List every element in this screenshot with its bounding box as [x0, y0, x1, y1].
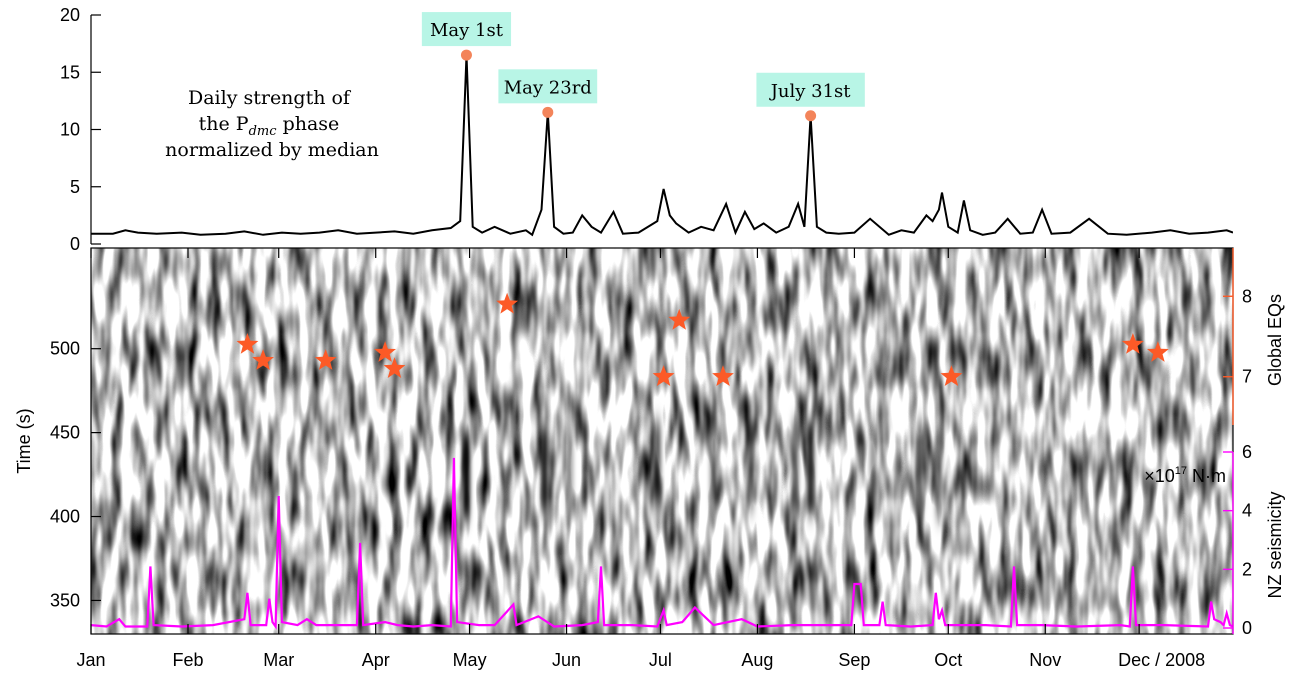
dark-arrival: [916, 421, 924, 512]
dark-arrival: [869, 417, 877, 508]
time-y-tick-label: 500: [50, 339, 80, 359]
month-x-tick-label: Oct: [934, 650, 962, 670]
annotation-line-3: normalized by median: [165, 139, 379, 161]
heatmap-panel: 350 400 450 500 Time (s) Jan Feb Mar Apr May Jun…: [14, 247, 1285, 670]
global-eq-star: [374, 341, 396, 362]
peak-marker: [805, 110, 817, 122]
annotation-phase-suffix: phase: [277, 113, 340, 135]
dark-arrivals: [462, 417, 943, 520]
top-y-tick-label: 20: [60, 5, 80, 25]
top-y-tick-label: 10: [60, 120, 80, 140]
global-eq-star: [383, 357, 406, 378]
time-y-tick-label: 400: [50, 507, 80, 527]
global-eq-star: [314, 349, 337, 370]
global-eq-markers: [236, 292, 1169, 386]
month-x-tick-label: Mar: [263, 650, 294, 670]
time-y-tick-label: 350: [50, 590, 80, 610]
heatmap-frame: [90, 247, 1234, 635]
annotation-line-1: Daily strength of: [188, 87, 352, 109]
peak-label-box: [498, 69, 598, 104]
global-eq-tick-label: 8: [1242, 286, 1252, 306]
top-y-ticks: 0 5 10 15 20: [60, 5, 101, 254]
nz-seismicity-axis-label: NZ seismicity: [1265, 492, 1285, 599]
global-eq-star: [1147, 341, 1169, 362]
month-x-tick-label: Jun: [552, 650, 581, 670]
top-y-tick-label: 15: [60, 62, 80, 82]
unit-suffix: N·m: [1187, 466, 1226, 486]
global-eq-star: [236, 333, 259, 354]
nz-seismicity-unit: ×1017 N·m: [1144, 465, 1226, 486]
nz-seismicity-line: [91, 457, 1233, 630]
dark-arrival: [541, 424, 549, 515]
peak-label: May 23rd: [504, 77, 592, 98]
month-x-tick-label: Sep: [838, 650, 870, 670]
month-x-tick-label: Apr: [362, 650, 390, 670]
month-x-tick-label: May: [453, 650, 487, 670]
global-eq-star: [652, 365, 675, 386]
strength-annotation: Daily strength of the Pdmc phase normali…: [165, 87, 379, 161]
dark-arrival: [566, 421, 574, 512]
nz-seismicity-ticks: 0 2 4 6: [1223, 442, 1252, 638]
strength-panel: 0 5 10 15 20 May 1st May 23rd July 31st Daily …: [60, 5, 1233, 254]
peak-label: May 1st: [430, 20, 504, 41]
peak-label-box: [756, 72, 865, 107]
month-x-tick-label: Jan: [76, 650, 105, 670]
nz-seismicity-tick-label: 6: [1242, 442, 1252, 462]
global-eq-star: [668, 308, 691, 330]
peak-marker: [460, 49, 472, 61]
dark-arrival: [791, 421, 799, 512]
time-y-tick-label: 450: [50, 423, 80, 443]
peak-labels: May 1st May 23rd July 31st: [421, 12, 865, 122]
global-eq-star: [496, 292, 519, 314]
time-y-ticks: 350 400 450 500: [50, 339, 101, 610]
global-eq-star: [712, 365, 734, 386]
dark-arrival: [935, 429, 943, 520]
global-eq-tick-label: 7: [1242, 367, 1252, 387]
peak-label: July 31st: [769, 81, 852, 102]
dark-arrival: [747, 421, 755, 512]
global-eq-axis-label: Global EQs: [1265, 294, 1285, 386]
nz-seismicity-tick-label: 2: [1242, 559, 1252, 579]
strength-line: [91, 55, 1233, 237]
month-x-tick-label: Nov: [1029, 650, 1061, 670]
heatmap-area: [91, 248, 1233, 634]
time-y-label: Time (s): [14, 408, 34, 473]
annotation-phase-subscript: dmc: [249, 124, 278, 139]
top-y-tick-label: 0: [70, 234, 80, 254]
unit-multiplier: ×10: [1144, 466, 1175, 486]
dark-arrival: [807, 424, 815, 515]
month-x-tick-label: Dec / 2008: [1118, 650, 1205, 670]
peak-label-box: [421, 12, 512, 47]
month-x-tick-label: Aug: [741, 650, 773, 670]
top-y-tick-label: 5: [70, 177, 80, 197]
unit-exponent: 17: [1175, 465, 1187, 477]
global-eq-star: [940, 365, 963, 386]
global-eq-star: [252, 349, 274, 370]
month-x-tick-label: Feb: [172, 650, 203, 670]
annotation-phase-prefix: the P: [199, 113, 249, 135]
dark-arrival: [653, 421, 661, 512]
peak-marker: [542, 106, 554, 118]
global-eq-star: [1121, 333, 1144, 354]
heatmap-noise: [91, 248, 1233, 634]
annotation-line-2: the Pdmc phase: [199, 113, 340, 139]
dark-arrival: [462, 429, 470, 520]
dark-arrival: [710, 417, 718, 508]
nz-seismicity-tick-label: 0: [1242, 618, 1252, 638]
month-x-ticks: Jan Feb Mar Apr May Jun Jul Aug Sep Oct Nov Dec / 2…: [76, 248, 1205, 670]
month-x-tick-label: Jul: [649, 650, 672, 670]
global-eq-ticks: 78: [1223, 286, 1252, 387]
nz-seismicity-tick-label: 4: [1242, 501, 1252, 521]
